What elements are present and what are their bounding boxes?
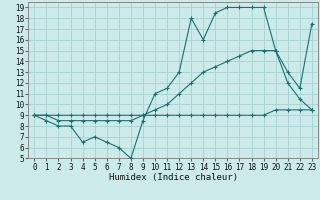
X-axis label: Humidex (Indice chaleur): Humidex (Indice chaleur) [108, 173, 238, 182]
